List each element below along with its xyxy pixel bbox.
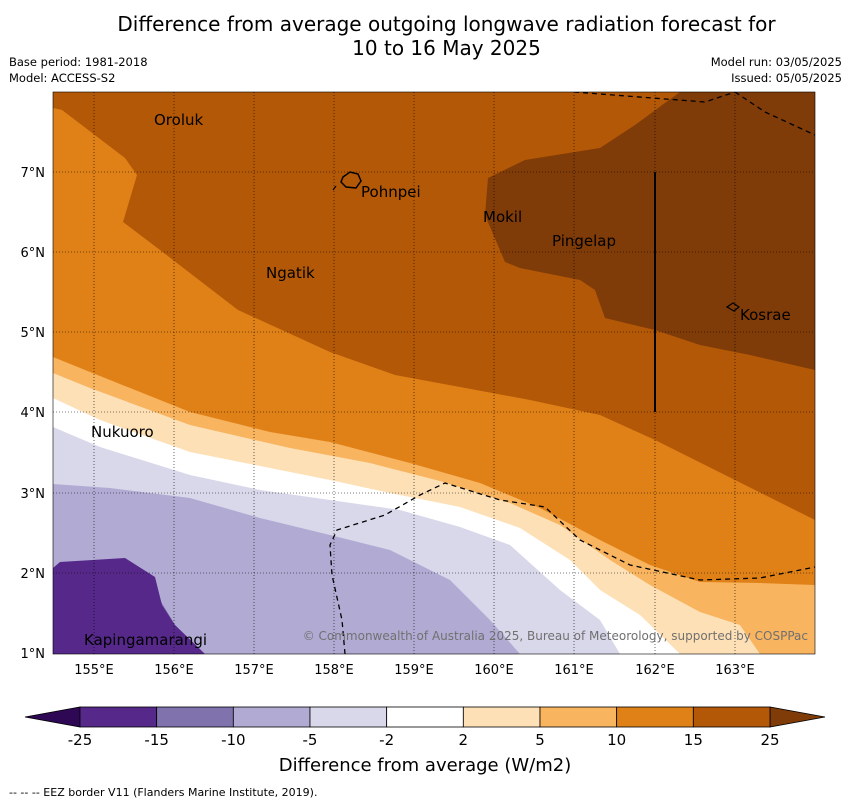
map-frame (52, 91, 816, 655)
colorbar-tick-label: -15 (144, 731, 169, 749)
issued-date: Issued: 05/05/2025 (731, 71, 842, 85)
lat-label: 4°N (21, 406, 46, 421)
colorbar-label: Difference from average (W/m2) (278, 755, 572, 776)
colorbar-swatch (79, 706, 158, 728)
colorbar-swatch (232, 706, 311, 728)
colorbar-under-arrow (24, 706, 81, 728)
colorbar-tick-label: -10 (221, 731, 246, 749)
colorbar: -25 -15 -10 -5 -2 2 5 10 15 25 (24, 706, 826, 749)
lat-label: 7°N (21, 166, 46, 181)
colorbar-swatch (309, 706, 388, 728)
base-period: Base period: 1981-2018 (9, 55, 148, 69)
lon-axis: 155°E 156°E 157°E 158°E 159°E 160°E 161°… (74, 663, 755, 678)
copyright-notice: © Commonwealth of Australia 2025, Bureau… (303, 629, 808, 643)
lon-label: 161°E (554, 663, 594, 678)
colorbar-tick-label: 15 (684, 731, 703, 749)
map-field: Oroluk Pohnpei Mokil Pingelap Ngatik Kos… (53, 92, 815, 654)
ant-atoll-mark (332, 185, 337, 191)
place-pohnpei: Pohnpei (361, 183, 421, 201)
lon-label: 163°E (715, 663, 755, 678)
place-nukuoro: Nukuoro (91, 423, 154, 441)
lat-label: 1°N (21, 647, 46, 662)
colorbar-swatch (539, 706, 618, 728)
meta-right: Model run: 03/05/2025 Issued: 05/05/2025 (711, 54, 842, 86)
place-pingelap: Pingelap (552, 232, 616, 250)
colorbar-tick-label: -2 (379, 731, 394, 749)
band-m10-m5 (53, 484, 520, 654)
eez-borders (329, 92, 815, 654)
lon-label: 160°E (474, 663, 514, 678)
colorbar-swatch (692, 706, 771, 728)
gridlines (53, 92, 815, 654)
colorbar-tick-label: 5 (535, 731, 545, 749)
band-m25-m15 (53, 558, 205, 654)
eez-legend-note: -- -- -- EEZ border V11 (Flanders Marine… (9, 786, 318, 799)
colorbar-swatch (386, 706, 464, 728)
band-over-25 (485, 92, 815, 370)
colorbar-over-arrow (769, 706, 826, 728)
colorbar-tick-label: 2 (459, 731, 469, 749)
place-kapingamarangi: Kapingamarangi (84, 631, 207, 649)
colorbar-swatch (156, 706, 234, 728)
kosrae-outline (725, 302, 741, 312)
lon-label: 156°E (154, 663, 194, 678)
model-name: Model: ACCESS-S2 (9, 71, 116, 85)
lon-label: 159°E (394, 663, 434, 678)
colorbar-tick-label: -25 (68, 731, 93, 749)
lat-axis: 7°N 6°N 5°N 4°N 3°N 2°N 1°N (21, 166, 46, 662)
lat-label: 5°N (21, 326, 46, 341)
colorbar-tick-label: 10 (607, 731, 626, 749)
pohnpei-outline (340, 171, 362, 189)
colorbar-tick-label: -5 (303, 731, 318, 749)
model-run: Model run: 03/05/2025 (710, 55, 842, 69)
lat-label: 3°N (21, 487, 46, 502)
map-title: Difference from average outgoing longwav… (0, 12, 850, 60)
title-line-1: Difference from average outgoing longwav… (117, 12, 776, 36)
title-line-2: 10 to 16 May 2025 (352, 36, 541, 60)
place-ngatik: Ngatik (266, 264, 315, 282)
lon-label: 155°E (74, 663, 114, 678)
lat-label: 2°N (21, 567, 46, 582)
lon-label: 162°E (635, 663, 675, 678)
colorbar-swatch (462, 706, 541, 728)
lon-label: 157°E (234, 663, 274, 678)
colorbar-tick-label: 25 (760, 731, 779, 749)
place-mokil: Mokil (483, 208, 522, 226)
colorbar-swatch (616, 706, 694, 728)
lat-label: 6°N (21, 246, 46, 261)
meta-left: Base period: 1981-2018 Model: ACCESS-S2 (9, 54, 148, 86)
place-kosrae: Kosrae (740, 306, 791, 324)
lon-label: 158°E (314, 663, 354, 678)
place-oroluk: Oroluk (154, 111, 203, 129)
